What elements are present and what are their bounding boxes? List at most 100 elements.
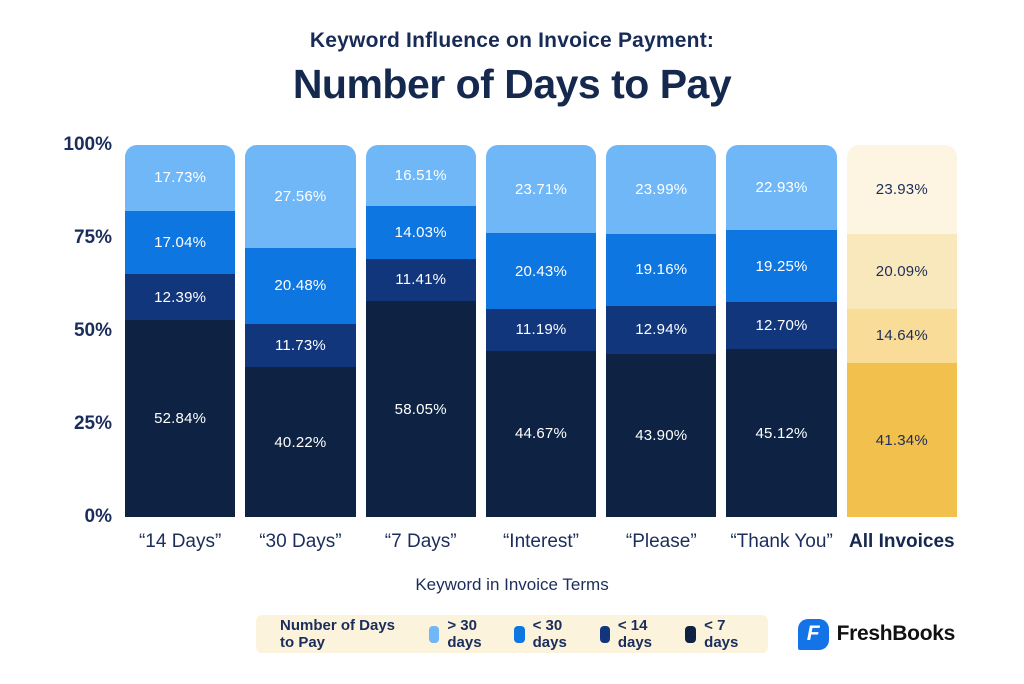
bar-segment: 40.22% xyxy=(245,367,356,517)
bar-segment: 27.56% xyxy=(245,145,356,248)
bar-segment: 11.41% xyxy=(365,258,476,302)
bar-segment: 20.09% xyxy=(846,234,957,309)
legend-swatch-icon xyxy=(429,625,440,643)
bar-segment: 23.99% xyxy=(606,145,717,235)
bar-segment: 20.43% xyxy=(485,233,597,310)
y-axis-tick: 0% xyxy=(84,506,112,527)
y-axis: 100% 75% 50% 25% 0% xyxy=(52,134,112,527)
bar-segment: 14.03% xyxy=(365,206,476,259)
bar-segment: 45.12% xyxy=(726,349,837,517)
segment-value-label: 12.94% xyxy=(635,321,688,339)
bar-segment: 11.19% xyxy=(485,309,597,351)
segment-value-label: 17.73% xyxy=(154,169,207,187)
legend-label: > 30 days xyxy=(447,617,482,651)
chart-header: Keyword Influence on Invoice Payment: Nu… xyxy=(0,0,1024,109)
y-axis-tick: 100% xyxy=(63,134,112,155)
legend-swatch-icon xyxy=(599,625,610,643)
bar-segment: 12.70% xyxy=(726,301,837,350)
segment-value-label: 58.05% xyxy=(394,400,447,418)
x-axis-label: “30 Days” xyxy=(259,531,342,552)
legend: Number of Days to Pay > 30 days < 30 days… xyxy=(256,615,768,653)
segment-value-label: 23.71% xyxy=(514,180,568,198)
bar-segment: 14.64% xyxy=(846,308,957,364)
segment-value-label: 11.19% xyxy=(515,321,567,339)
x-axis-label: “Interest” xyxy=(502,531,579,552)
segment-value-label: 19.25% xyxy=(755,257,808,275)
legend-items: > 30 days < 30 days < 14 days < 7 days xyxy=(429,617,744,651)
chart-subtitle: Keyword Influence on Invoice Payment: xyxy=(309,29,715,52)
segment-value-label: 44.67% xyxy=(514,425,568,443)
segment-value-label: 23.99% xyxy=(635,181,688,199)
bar-segment: 12.94% xyxy=(606,305,717,354)
segment-value-label: 20.48% xyxy=(274,277,327,295)
segment-value-label: 11.73% xyxy=(274,337,326,354)
bar-segment: 17.73% xyxy=(125,145,236,211)
bar-segment: 12.39% xyxy=(125,274,236,321)
segment-value-label: 14.03% xyxy=(394,224,447,241)
bar-segment: 52.84% xyxy=(125,320,236,517)
segment-value-label: 43.90% xyxy=(635,426,688,444)
freshbooks-logo-icon: F xyxy=(797,618,829,650)
plot-area: 100% 75% 50% 25% 0% 17.73% 17.04% 12.39% 52.84%… xyxy=(63,134,957,527)
bar-segment: 16.51% xyxy=(365,145,476,207)
bar-segment: 11.73% xyxy=(245,323,356,368)
segment-value-label: 22.93% xyxy=(755,179,808,197)
stacked-bar: 27.56% 20.48% 11.73% 40.22% xyxy=(245,145,356,517)
legend-label: < 14 days xyxy=(617,617,653,651)
x-axis-label: “Thank You” xyxy=(730,531,833,552)
segment-value-label: 20.43% xyxy=(514,262,568,280)
segment-value-label: 23.93% xyxy=(875,181,928,198)
segment-value-label: 11.41% xyxy=(395,271,447,289)
legend-swatch-icon xyxy=(514,625,525,643)
segment-value-label: 20.09% xyxy=(875,262,928,280)
bar-segment: 19.25% xyxy=(726,230,837,302)
legend-item: < 14 days xyxy=(599,617,659,651)
bar-segment: 58.05% xyxy=(365,301,476,517)
bar-segment: 43.90% xyxy=(606,353,717,517)
x-axis-label: All Invoices xyxy=(849,531,955,552)
x-axis-label: “7 Days” xyxy=(384,531,457,552)
y-axis-tick: 75% xyxy=(73,227,112,248)
x-axis-title: Keyword in Invoice Terms xyxy=(415,575,609,594)
segment-value-label: 16.51% xyxy=(394,167,447,185)
bar-segment: 19.16% xyxy=(606,234,717,306)
x-axis-label: “Please” xyxy=(625,531,697,552)
bar-segment: 20.48% xyxy=(245,247,356,324)
legend-item: < 30 days xyxy=(514,617,573,651)
legend-item: > 30 days xyxy=(429,617,488,651)
legend-label: < 7 days xyxy=(704,617,739,651)
bar-segment: 17.04% xyxy=(125,210,236,275)
segment-value-label: 52.84% xyxy=(154,410,207,428)
bar-segment: 23.93% xyxy=(846,145,957,235)
bar-segment: 23.71% xyxy=(485,145,597,234)
stacked-bar: 23.71% 20.43% 11.19% 44.67% xyxy=(485,145,597,517)
logo-letter: F xyxy=(806,622,820,645)
stacked-bar: 23.99% 19.16% 12.94% 43.90% xyxy=(606,145,717,517)
legend-swatch-icon xyxy=(684,625,697,643)
segment-value-label: 45.12% xyxy=(755,424,808,442)
stacked-bar: 17.73% 17.04% 12.39% 52.84% xyxy=(125,145,236,517)
legend-item: < 7 days xyxy=(684,617,744,651)
y-axis-tick: 25% xyxy=(73,413,112,434)
segment-value-label: 14.64% xyxy=(875,327,928,345)
segment-value-label: 27.56% xyxy=(274,187,327,205)
footer: Number of Days to Pay > 30 days < 30 days… xyxy=(0,615,1024,655)
stacked-bar: 22.93% 19.25% 12.70% 45.12% xyxy=(726,145,837,517)
stacked-bar: 16.51% 14.03% 11.41% 58.05% xyxy=(365,145,476,517)
freshbooks-logo: F FreshBooks xyxy=(797,615,956,653)
segment-value-label: 19.16% xyxy=(635,261,688,279)
legend-label: < 30 days xyxy=(532,617,567,651)
stacked-bar: 23.93% 20.09% 14.64% 41.34% xyxy=(846,145,957,517)
logo-brand-text: FreshBooks xyxy=(836,622,956,645)
bar-segment: 22.93% xyxy=(726,145,837,231)
legend-title: Number of Days to Pay xyxy=(280,617,396,651)
segment-value-label: 17.04% xyxy=(154,234,207,252)
x-axis-label: “14 Days” xyxy=(138,531,222,552)
y-axis-tick: 50% xyxy=(73,320,112,341)
page-title: Number of Days to Pay xyxy=(292,61,732,107)
segment-value-label: 12.39% xyxy=(154,288,207,306)
segment-value-label: 40.22% xyxy=(274,433,327,451)
x-axis: “14 Days” “30 Days” “7 Days” “Interest” “Ple… xyxy=(125,531,957,553)
stacked-bar-chart: 100% 75% 50% 25% 0% 17.73% 17.04% 12.39% 52.84%… xyxy=(63,134,957,553)
